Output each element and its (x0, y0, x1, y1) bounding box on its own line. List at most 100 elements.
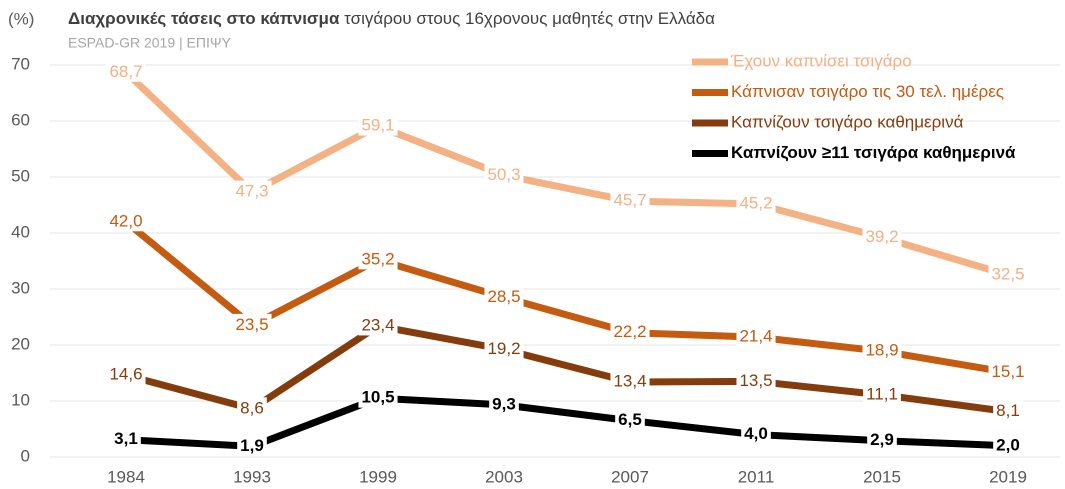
chart-title-rest: τσιγάρου στους 16χρονους μαθητές στην Ελ… (344, 9, 715, 28)
legend-label: Καπνίζουν ≥11 τσιγάρα καθημερινά (731, 143, 1016, 162)
data-label-bg (484, 285, 524, 307)
data-label-group: 32,5 (988, 263, 1028, 285)
chart-title-bold: Διαχρονικές τάσεις στο κάπνισμα (68, 9, 340, 28)
data-label-bg (610, 370, 650, 392)
data-label: 22,2 (613, 322, 646, 341)
series-line (125, 394, 1009, 450)
series-line (123, 219, 1009, 376)
x-tick-label: 1993 (233, 467, 271, 486)
data-label: 68,7 (109, 62, 142, 81)
data-label-group: 1,9 (237, 434, 267, 456)
data-label-group: 39,2 (862, 225, 902, 247)
data-label: 13,5 (739, 371, 772, 390)
data-label: 39,2 (865, 227, 898, 246)
y-tick-label: 70 (11, 54, 30, 73)
data-label: 4,0 (744, 424, 768, 443)
data-label-bg (237, 397, 267, 419)
data-label-group: 3,1 (111, 428, 141, 450)
data-label-bg (610, 189, 650, 211)
y-tick-label: 30 (11, 278, 30, 297)
data-label-bg (358, 248, 398, 270)
data-label: 2,9 (870, 430, 894, 449)
x-tick-label: 2019 (989, 467, 1027, 486)
y-unit: (%) (8, 9, 34, 28)
data-label-group: 13,4 (610, 370, 650, 392)
data-label-bg (106, 210, 146, 232)
data-label: 45,2 (739, 193, 772, 212)
x-tick-label: 2011 (738, 467, 775, 486)
data-label-bg (232, 180, 272, 202)
y-tick-label: 60 (11, 110, 30, 129)
data-label-bg (736, 192, 776, 214)
data-label: 13,4 (613, 371, 646, 390)
data-label-group: 2,9 (867, 429, 897, 451)
data-label-group: 59,1 (358, 114, 398, 136)
data-label-group: 42,0 (106, 210, 146, 232)
data-label: 3,1 (114, 429, 138, 448)
data-label-bg (484, 337, 524, 359)
data-label-bg (489, 393, 519, 415)
data-label-group: 23,5 (232, 313, 272, 335)
y-tick-label: 10 (11, 390, 30, 409)
data-label-group: 45,2 (736, 192, 776, 214)
data-label: 50,3 (487, 165, 520, 184)
data-label: 11,1 (866, 384, 898, 403)
series-line (125, 322, 1009, 416)
data-label: 21,4 (739, 327, 772, 346)
data-label-group: 35,2 (358, 248, 398, 270)
data-label-bg (111, 428, 141, 450)
data-label: 8,6 (240, 398, 264, 417)
data-label-group: 22,2 (610, 321, 650, 343)
y-tick-label: 40 (11, 222, 30, 241)
data-label-group: 68,7 (106, 60, 146, 82)
data-label-group: 10,5 (358, 386, 398, 408)
data-label-bg (610, 321, 650, 343)
x-tick-label: 2003 (485, 467, 523, 486)
data-label-group: 28,5 (484, 285, 524, 307)
data-label-bg (358, 386, 398, 408)
data-label-bg (867, 429, 897, 451)
chart-title: Διαχρονικές τάσεις στο κάπνισμα τσιγάρου… (68, 9, 715, 28)
data-label-group: 2,0 (993, 434, 1023, 456)
data-label: 2,0 (996, 435, 1020, 454)
data-label-bg (993, 434, 1023, 456)
data-label: 32,5 (991, 264, 1024, 283)
data-label-group: 8,1 (993, 400, 1023, 422)
data-label-bg (232, 313, 272, 335)
data-label-bg (741, 423, 771, 445)
x-tick-label: 2007 (611, 467, 649, 486)
data-label-group: 21,4 (736, 325, 776, 347)
data-label-group: 4,0 (741, 423, 771, 445)
data-label-bg (237, 434, 267, 456)
data-label: 28,5 (487, 287, 520, 306)
x-tick-label: 1999 (359, 467, 397, 486)
data-label: 35,2 (361, 249, 394, 268)
data-label-bg (993, 400, 1023, 422)
data-label-bg (615, 409, 645, 431)
data-label: 1,9 (240, 436, 264, 455)
data-label: 18,9 (865, 341, 898, 360)
data-label-bg (863, 383, 901, 405)
data-label-group: 18,9 (862, 339, 902, 361)
data-label: 10,5 (361, 388, 394, 407)
data-label-group: 11,1 (863, 383, 901, 405)
data-label-group: 8,6 (237, 397, 267, 419)
y-tick-label: 0 (21, 446, 30, 465)
y-tick-label: 50 (11, 166, 30, 185)
data-label-bg (736, 369, 776, 391)
data-label-group: 9,3 (489, 393, 519, 415)
data-label-bg (736, 325, 776, 347)
data-label-bg (106, 363, 146, 385)
data-label: 47,3 (235, 182, 268, 201)
data-label: 45,7 (613, 191, 646, 210)
data-label: 19,2 (487, 339, 520, 358)
data-label-group: 45,7 (610, 189, 650, 211)
subtitle: ESPAD-GR 2019 | ΕΠΙΨΥ (68, 35, 232, 51)
data-label-group: 50,3 (484, 163, 524, 185)
data-label: 15,1 (991, 362, 1024, 381)
data-label-group: 47,3 (232, 180, 272, 202)
legend-label: Καπνίζουν τσιγάρο καθημερινά (731, 112, 964, 131)
data-label: 23,5 (235, 315, 268, 334)
data-label: 23,4 (361, 315, 394, 334)
